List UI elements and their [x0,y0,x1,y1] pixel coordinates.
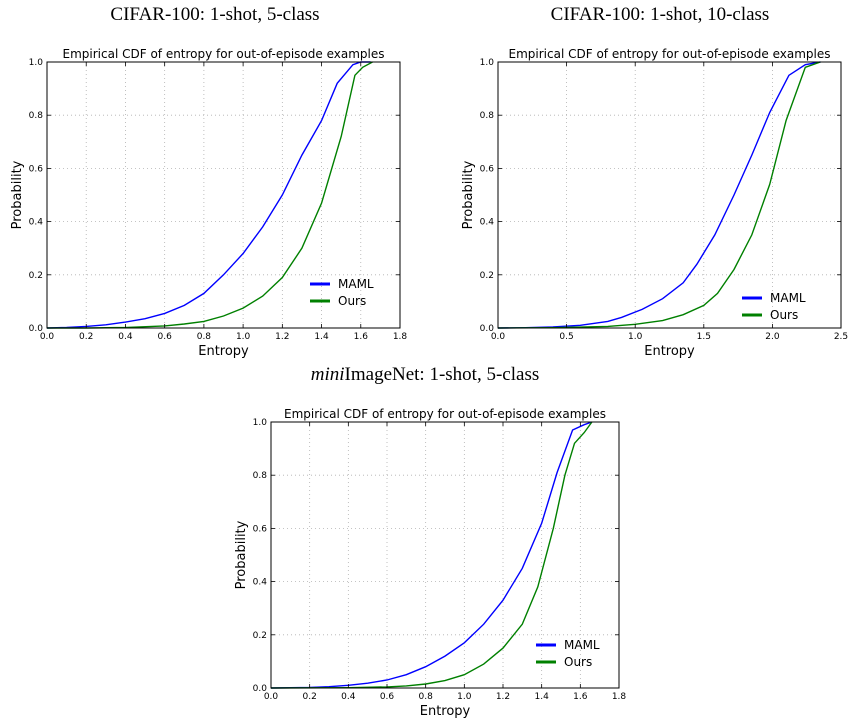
chart-title: Empirical CDF of entropy for out-of-epis… [284,407,606,421]
x-tick-label: 0.2 [303,692,317,702]
x-tick-label: 1.8 [393,332,408,342]
y-axis-label: Probability [461,160,476,229]
x-tick-label: 1.6 [573,692,588,702]
series-line-maml [270,421,593,689]
x-tick-label: 1.0 [236,332,251,342]
x-tick-label: 1.0 [628,332,643,342]
legend-label-maml: MAML [564,638,600,652]
y-axis-label: Probability [10,160,25,229]
legend: MAML Ours [742,291,806,322]
x-tick-label: 1.5 [697,332,711,342]
x-tick-label: 1.8 [612,692,627,702]
x-tick-label: 0.8 [197,332,212,342]
x-tick-label: 2.5 [834,332,848,342]
y-tick-label: 0.6 [29,164,44,174]
y-tick-label: 0.8 [253,471,268,481]
series-line-ours [270,421,593,689]
y-tick-label: 0.4 [253,578,268,588]
x-tick-label: 1.0 [457,692,472,702]
legend: MAML Ours [310,277,374,308]
caption-italic-prefix: mini [310,364,345,385]
series-line-maml [46,61,371,329]
x-tick-label: 0.5 [559,332,573,342]
panel-caption-3: miniImageNet: 1-shot, 5-class [290,364,560,386]
chart-2: 0.0 0.5 1.0 1.5 2.0 2.5 0.0 0.2 0.4 0.6 0.8 1.0 Empi… [461,47,848,359]
x-axis-label: Entropy [644,344,695,359]
x-tick-label: 0.0 [40,332,55,342]
legend-label-maml: MAML [338,277,374,291]
chart-title: Empirical CDF of entropy for out-of-epis… [509,47,831,61]
y-tick-label: 1.0 [29,58,44,68]
y-tick-label: 0.0 [29,324,44,334]
x-tick-label: 0.6 [380,692,395,702]
panel-caption-1: CIFAR-100: 1-shot, 5-class [95,4,335,26]
y-tick-label: 0.2 [253,631,267,641]
x-tick-label: 0.6 [158,332,173,342]
y-tick-label: 0.0 [480,324,495,334]
series-line-ours [497,61,821,329]
y-axis-label: Probability [234,520,249,589]
x-tick-label: 0.2 [79,332,93,342]
y-tick-label: 1.0 [253,418,268,428]
plot-frame [46,61,401,329]
series-line-maml [497,61,821,329]
x-tick-label: 1.6 [354,332,369,342]
y-tick-label: 0.6 [480,164,495,174]
y-tick-label: 0.8 [29,111,44,121]
legend-label-ours: Ours [770,308,798,322]
x-tick-label: 0.8 [419,692,434,702]
y-tick-label: 0.4 [480,218,495,228]
y-tick-label: 0.2 [480,271,494,281]
chart-3: 0.0 0.2 0.4 0.6 0.8 1.0 1.2 1.4 1.6 1.8 0.0 0.2 0.4 0… [234,407,626,719]
caption-text: CIFAR-100: 1-shot, 5-class [110,4,320,25]
x-tick-label: 1.4 [535,692,550,702]
legend-label-maml: MAML [770,291,806,305]
x-tick-label: 2.0 [765,332,780,342]
x-tick-label: 0.0 [491,332,506,342]
legend: MAML Ours [536,638,600,669]
y-tick-label: 0.8 [480,111,495,121]
legend-label-ours: Ours [564,655,592,669]
y-tick-label: 0.6 [253,524,268,534]
y-tick-label: 0.4 [29,218,44,228]
x-tick-label: 0.0 [264,692,279,702]
y-tick-label: 0.2 [29,271,43,281]
plot-frame [270,421,620,689]
x-axis-label: Entropy [420,704,471,719]
x-tick-label: 0.4 [118,332,133,342]
panel-caption-2: CIFAR-100: 1-shot, 10-class [535,4,785,26]
plot-frame [497,61,842,329]
x-tick-label: 1.2 [275,332,289,342]
x-axis-label: Entropy [198,344,249,359]
caption-text: ImageNet: 1-shot, 5-class [344,364,540,385]
x-tick-label: 1.2 [496,692,510,702]
chart-1: 0.0 0.2 0.4 0.6 0.8 1.0 1.2 1.4 1.6 1.8 0.0 0.2 0.4 0… [10,47,407,359]
x-tick-label: 1.4 [314,332,329,342]
series-line-ours [47,61,373,329]
y-tick-label: 1.0 [480,58,495,68]
x-tick-label: 0.4 [341,692,356,702]
legend-label-ours: Ours [338,294,366,308]
caption-text: CIFAR-100: 1-shot, 10-class [550,4,770,25]
chart-title: Empirical CDF of entropy for out-of-epis… [63,47,385,61]
y-tick-label: 0.0 [253,684,268,694]
